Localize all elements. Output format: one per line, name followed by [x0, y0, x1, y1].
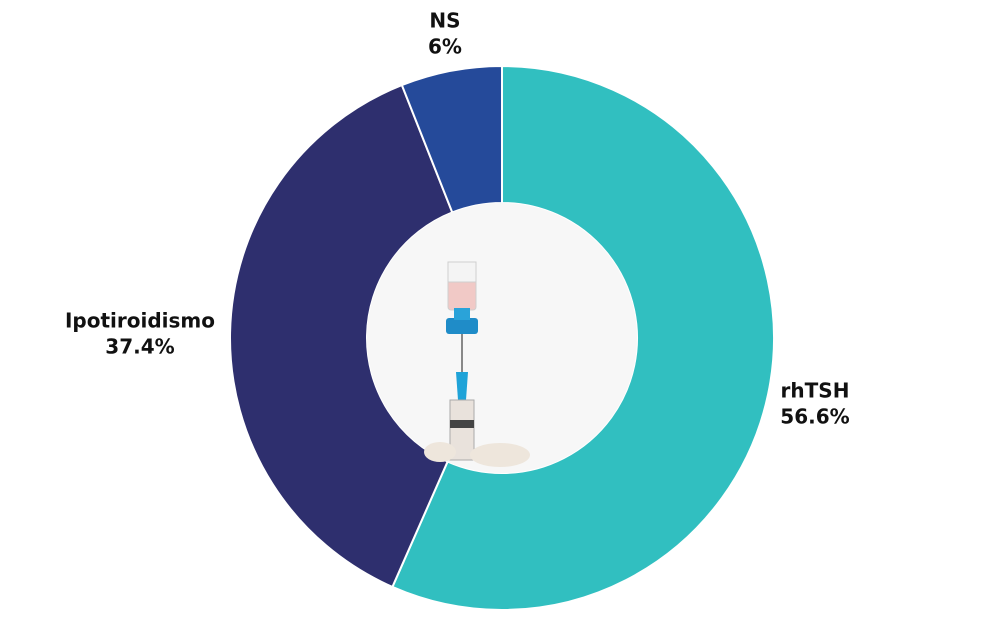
center-image [367, 203, 637, 473]
slice-label: Ipotiroidismo [65, 309, 215, 333]
slice-label: rhTSH [781, 379, 850, 403]
slice-value: 56.6% [780, 405, 849, 429]
slice-value: 6% [428, 35, 462, 59]
slice-label: NS [429, 9, 460, 33]
donut [229, 64, 775, 611]
slice-value: 37.4% [105, 335, 174, 359]
